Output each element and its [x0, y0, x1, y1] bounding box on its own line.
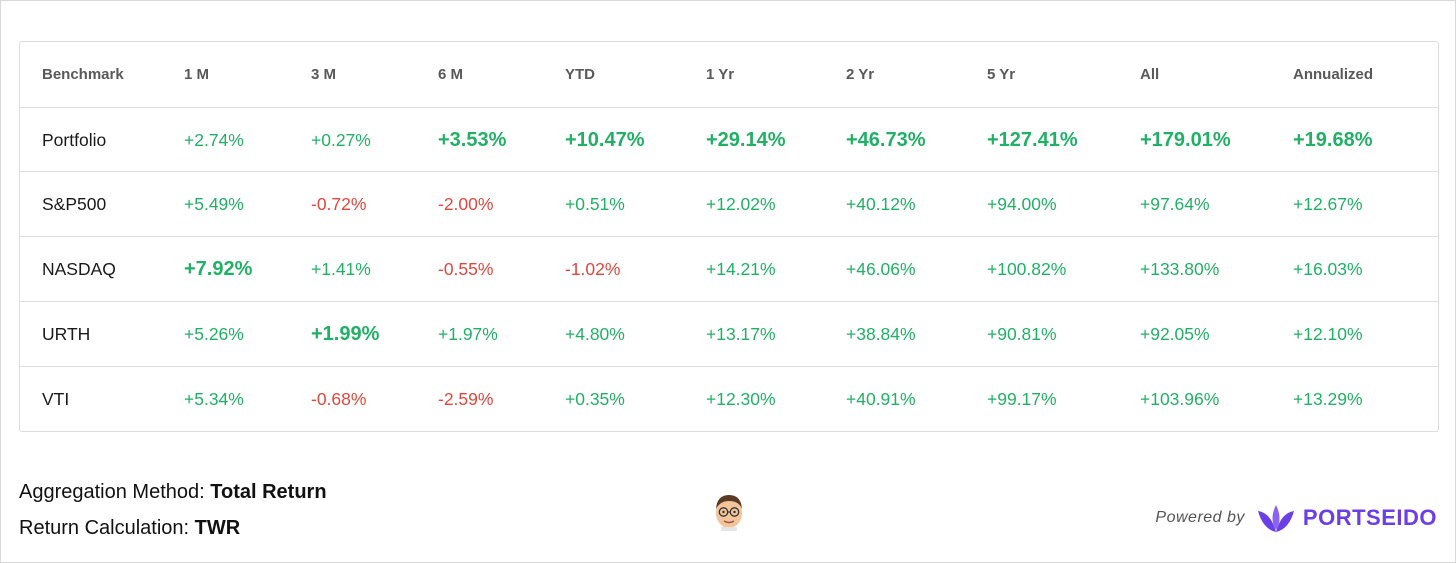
- table-row: URTH +5.26% +1.99% +1.97% +4.80% +13.17% +38.8…: [20, 301, 1438, 366]
- powered-by-text: Powered by: [1155, 509, 1245, 526]
- benchmark-name: NASDAQ: [42, 258, 116, 279]
- portseido-leaf-logo-icon: [1257, 505, 1294, 532]
- benchmark-name: VTI: [42, 388, 70, 409]
- return-value-cell: +12.02%: [706, 193, 776, 214]
- return-value-cell: +1.97%: [438, 323, 498, 344]
- return-value-cell: +0.27%: [311, 129, 371, 150]
- return-value-cell: -1.02%: [565, 258, 621, 279]
- return-value-cell: +2.74%: [184, 129, 244, 150]
- return-value-cell: +38.84%: [846, 323, 916, 344]
- return-calculation-line: Return Calculation: TWR: [19, 515, 327, 551]
- table-row: Portfolio +2.74% +0.27% +3.53% +10.47% +29.14…: [20, 107, 1438, 172]
- aggregation-method-label: Aggregation Method:: [19, 481, 205, 503]
- portseido-brand-name: PORTSEIDO: [1302, 505, 1437, 530]
- table-header-row: Benchmark 1 M 3 M 6 M YTD 1 Yr 2 Yr 5 Yr All Annu…: [20, 42, 1438, 107]
- return-value-cell: +103.96%: [1140, 388, 1220, 409]
- return-value-cell: +12.30%: [706, 388, 776, 409]
- return-calculation-value: TWR: [194, 517, 241, 539]
- column-header-1-yr: 1 Yr: [706, 66, 735, 83]
- column-header-1-m: 1 M: [184, 66, 210, 83]
- return-value-cell: +0.35%: [565, 388, 625, 409]
- column-header-2-yr: 2 Yr: [846, 66, 875, 83]
- table-row: S&P500 +5.49% -0.72% -2.00% +0.51% +12.02% +40…: [20, 171, 1438, 236]
- return-value-cell: +12.10%: [1293, 323, 1363, 344]
- return-value-cell: +13.17%: [706, 323, 776, 344]
- return-value-cell: +179.01%: [1140, 128, 1231, 151]
- column-header-5-yr: 5 Yr: [987, 66, 1016, 83]
- aggregation-method-value: Total Return: [210, 481, 327, 503]
- return-value-cell: +1.41%: [311, 258, 371, 279]
- table-row: NASDAQ +7.92% +1.41% -0.55% -1.02% +14.21% +46…: [20, 236, 1438, 301]
- benchmark-name: URTH: [42, 323, 91, 344]
- return-value-cell: +0.51%: [565, 193, 625, 214]
- return-value-cell: +14.21%: [706, 258, 776, 279]
- return-value-cell: +16.03%: [1293, 258, 1363, 279]
- return-value-cell: +12.67%: [1293, 193, 1363, 214]
- table-row: VTI +5.34% -0.68% -2.59% +0.35% +12.30% +40.91…: [20, 366, 1438, 431]
- column-header-3-m: 3 M: [311, 66, 337, 83]
- column-header-all: All: [1140, 66, 1160, 83]
- return-value-cell: +40.12%: [846, 193, 916, 214]
- return-value-cell: +29.14%: [706, 128, 786, 151]
- return-value-cell: +10.47%: [565, 128, 645, 151]
- calculation-settings: Aggregation Method: Total Return Return …: [19, 479, 327, 551]
- return-value-cell: -0.68%: [311, 388, 367, 409]
- return-value-cell: +100.82%: [987, 258, 1067, 279]
- return-value-cell: +19.68%: [1293, 128, 1373, 151]
- return-value-cell: +46.06%: [846, 258, 916, 279]
- return-value-cell: +90.81%: [987, 323, 1057, 344]
- aggregation-method-line: Aggregation Method: Total Return: [19, 479, 327, 515]
- return-value-cell: +7.92%: [184, 257, 253, 280]
- return-value-cell: +3.53%: [438, 128, 507, 151]
- return-value-cell: +92.05%: [1140, 323, 1210, 344]
- column-header-6-m: 6 M: [438, 66, 464, 83]
- return-value-cell: -0.55%: [438, 258, 494, 279]
- return-value-cell: +127.41%: [987, 128, 1078, 151]
- return-value-cell: -0.72%: [311, 193, 367, 214]
- column-header-benchmark: Benchmark: [42, 66, 124, 83]
- column-header-ytd: YTD: [565, 66, 595, 83]
- return-value-cell: -2.59%: [438, 388, 494, 409]
- return-value-cell: +97.64%: [1140, 193, 1210, 214]
- return-value-cell: +5.34%: [184, 388, 244, 409]
- return-calculation-label: Return Calculation:: [19, 517, 190, 539]
- benchmark-name: Portfolio: [42, 129, 107, 150]
- return-value-cell: -2.00%: [438, 193, 494, 214]
- return-value-cell: +5.26%: [184, 323, 244, 344]
- return-value-cell: +133.80%: [1140, 258, 1220, 279]
- return-value-cell: +99.17%: [987, 388, 1057, 409]
- return-value-cell: +4.80%: [565, 323, 625, 344]
- column-header-annualized: Annualized: [1293, 66, 1374, 83]
- return-value-cell: +1.99%: [311, 322, 380, 345]
- return-value-cell: +46.73%: [846, 128, 926, 151]
- return-value-cell: +94.00%: [987, 193, 1057, 214]
- benchmark-name: S&P500: [42, 193, 107, 214]
- benchmark-table: Benchmark 1 M 3 M 6 M YTD 1 Yr 2 Yr 5 Yr All Annu…: [19, 41, 1439, 432]
- return-value-cell: +13.29%: [1293, 388, 1363, 409]
- powered-by-badge[interactable]: Powered by PORTSEIDO: [1155, 503, 1437, 533]
- return-value-cell: +40.91%: [846, 388, 916, 409]
- return-value-cell: +5.49%: [184, 193, 244, 214]
- memoji-avatar-icon: [716, 495, 742, 531]
